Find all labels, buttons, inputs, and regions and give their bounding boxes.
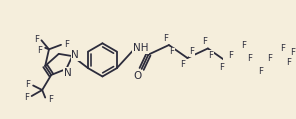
Text: O: O [134,71,142,81]
Text: F: F [287,58,292,67]
Text: F: F [64,40,69,49]
Text: N: N [64,68,72,78]
Text: NH: NH [133,43,149,53]
Text: F: F [209,51,213,60]
Text: F: F [170,47,175,56]
Text: F: F [267,54,272,63]
Text: F: F [259,67,263,76]
Text: F: F [25,80,30,89]
Text: F: F [290,48,295,57]
Text: F: F [34,35,39,44]
Text: N: N [71,50,79,60]
Text: F: F [163,34,168,43]
Text: F: F [24,93,29,102]
Text: F: F [189,47,194,56]
Text: F: F [280,44,285,53]
Text: F: F [37,46,42,55]
Text: F: F [220,63,225,72]
Text: F: F [247,54,252,63]
Text: F: F [181,60,186,69]
Text: F: F [228,51,233,60]
Text: F: F [241,41,246,50]
Text: F: F [202,37,207,46]
Text: F: F [48,95,53,104]
